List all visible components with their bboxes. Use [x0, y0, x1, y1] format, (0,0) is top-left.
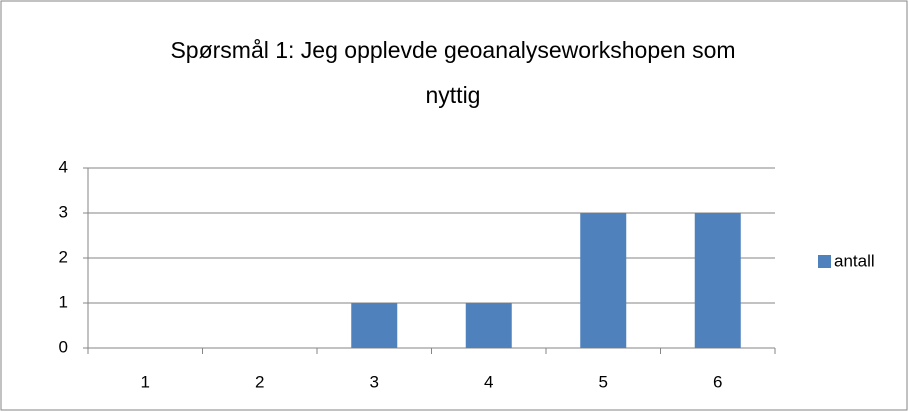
- bar: [351, 303, 398, 348]
- legend-swatch: [818, 255, 831, 268]
- x-tick-label: 2: [255, 372, 264, 391]
- y-tick-label: 3: [59, 202, 68, 221]
- chart-title: Spørsmål 1: Jeg opplevde geoanalyseworks…: [170, 37, 736, 108]
- y-tick-label: 2: [59, 247, 68, 266]
- y-tick-label: 0: [59, 337, 68, 356]
- x-tick-label: 4: [484, 372, 493, 391]
- x-tick-label: 5: [599, 372, 608, 391]
- y-tick-label: 4: [59, 157, 68, 176]
- x-tick-label: 3: [370, 372, 379, 391]
- bar: [465, 303, 512, 348]
- x-tick-label: 6: [713, 372, 722, 391]
- legend-label: antall: [834, 251, 875, 270]
- x-tick-label: 1: [141, 372, 150, 391]
- bar: [694, 213, 741, 348]
- bar: [580, 213, 627, 348]
- y-tick-label: 1: [59, 292, 68, 311]
